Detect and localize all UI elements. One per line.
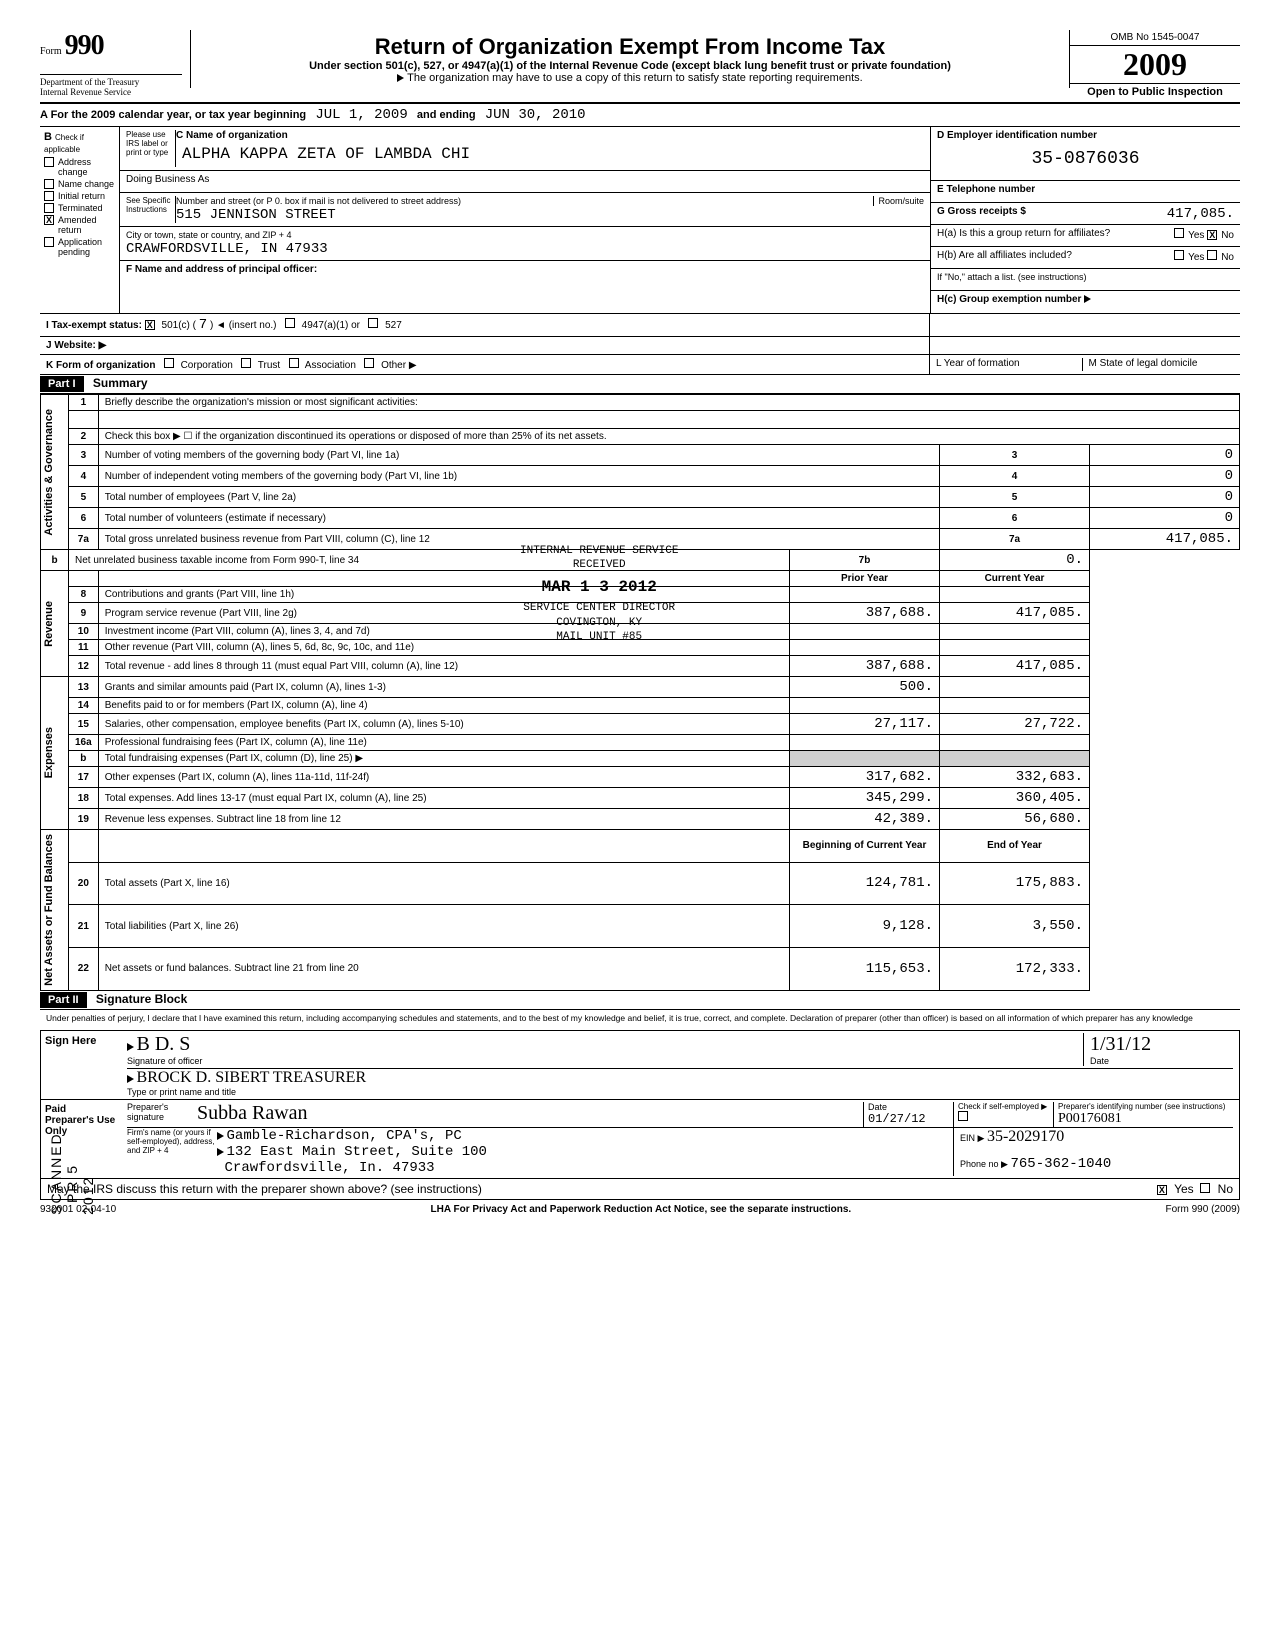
discuss-row: May the IRS discuss this return with the… (41, 1179, 1239, 1199)
dba-row: Doing Business As (120, 171, 930, 193)
summary-row-13: Expenses13Grants and similar amounts pai… (41, 677, 1240, 698)
part-i-header: Part I Summary (40, 375, 1240, 394)
row-a-tax-year: A For the 2009 calendar year, or tax yea… (40, 104, 1240, 127)
form-number: 990 (65, 30, 104, 61)
please-label: Please use IRS label or print or type (126, 130, 176, 167)
officer-row: F Name and address of principal officer: (120, 261, 930, 301)
summary-row-22: 22Net assets or fund balances. Subtract … (41, 948, 1240, 991)
subtitle: Under section 501(c), 527, or 4947(a)(1)… (201, 60, 1059, 72)
hb-row: H(b) Are all affiliates included? Yes No (931, 247, 1240, 269)
checkbox-application-pending[interactable]: Application pending (44, 237, 115, 257)
summary-row-18: 18Total expenses. Add lines 13-17 (must … (41, 788, 1240, 809)
form-header: Form 990 Department of the Treasury Inte… (40, 30, 1240, 104)
sign-here-label: Sign Here (41, 1031, 121, 1099)
form-prefix: Form (40, 46, 62, 57)
prep-sig-label: Preparer's signature (127, 1102, 197, 1127)
summary-row-4: 4Number of independent voting members of… (41, 466, 1240, 487)
street-row: See Specific Instructions Number and str… (120, 193, 930, 227)
summary-row-12: 12Total revenue - add lines 8 through 11… (41, 656, 1240, 677)
officer-signature[interactable]: B D. S Signature of officer (127, 1033, 1083, 1066)
preparer-signature[interactable]: Subba Rawan (197, 1102, 863, 1127)
self-employed: Check if self-employed ▶ (953, 1102, 1053, 1127)
part-ii-header: Part II Signature Block (40, 991, 1240, 1010)
main-title: Return of Organization Exempt From Incom… (201, 34, 1059, 60)
city-row: City or town, state or country, and ZIP … (120, 227, 930, 261)
checkbox-terminated[interactable]: Terminated (44, 203, 115, 213)
summary-row-6: 6Total number of volunteers (estimate if… (41, 508, 1240, 529)
summary-table: Activities & Governance1Briefly describe… (40, 394, 1240, 991)
h-note: If "No," attach a list. (see instruction… (931, 269, 1240, 291)
summary-row-b: bTotal fundraising expenses (Part IX, co… (41, 751, 1240, 767)
summary-row-16a: 16aProfessional fundraising fees (Part I… (41, 735, 1240, 751)
ha-row: H(a) Is this a group return for affiliat… (931, 225, 1240, 247)
prep-date: Date01/27/12 (863, 1102, 953, 1127)
omb-number: OMB No 1545-0047 (1070, 30, 1240, 46)
open-inspection: Open to Public Inspection (1070, 83, 1240, 98)
dept-treasury: Department of the Treasury (40, 74, 182, 87)
section-bcd: B Check if applicable Address changeName… (40, 127, 1240, 314)
ptin: Preparer's identifying number (see instr… (1053, 1102, 1233, 1127)
scanned-stamp: SCANNED PR 5 2012 (48, 1130, 96, 1215)
summary-row-14: 14Benefits paid to or for members (Part … (41, 698, 1240, 714)
summary-row-17: 17Other expenses (Part IX, column (A), l… (41, 767, 1240, 788)
checkbox-amended-return[interactable]: XAmended return (44, 215, 115, 235)
irs-received-stamp: INTERNAL REVENUE SERVICE RECEIVED MAR 1 … (520, 544, 678, 644)
summary-row-5: 5Total number of employees (Part V, line… (41, 487, 1240, 508)
summary-row-15: 15Salaries, other compensation, employee… (41, 714, 1240, 735)
checkbox-name-change[interactable]: Name change (44, 179, 115, 189)
summary-row-2: 2Check this box ▶ ☐ if the organization … (41, 429, 1240, 445)
summary-row-1: Activities & Governance1Briefly describe… (41, 395, 1240, 411)
tax-year: 2009 (1070, 46, 1240, 83)
row-i: I Tax-exempt status: X 501(c) ( 7 ) ◄ (i… (40, 314, 1240, 337)
phone-row: E Telephone number (931, 181, 1240, 203)
hc-row: H(c) Group exemption number (931, 291, 1240, 313)
firm-ein-phone: EIN ▶ 35-2029170 Phone no ▶ 765-362-1040 (953, 1128, 1233, 1176)
checkbox-initial-return[interactable]: Initial return (44, 191, 115, 201)
perjury-statement: Under penalties of perjury, I declare th… (40, 1010, 1240, 1026)
row-j: J Website: ▶ (40, 337, 1240, 355)
name-title: BROCK D. SIBERT TREASURER Type or print … (127, 1069, 1233, 1097)
signature-block: Sign Here B D. S Signature of officer 1/… (40, 1030, 1240, 1200)
summary-row-3: 3Number of voting members of the governi… (41, 445, 1240, 466)
footer-right: Form 990 (2009) (1166, 1204, 1240, 1215)
footer-mid: LHA For Privacy Act and Paperwork Reduct… (431, 1204, 852, 1215)
gross-row: G Gross receipts $ 417,085. (931, 203, 1240, 225)
org-name: ALPHA KAPPA ZETA OF LAMBDA CHI (176, 141, 924, 167)
firm-info: Gamble-Richardson, CPA's, PC 132 East Ma… (217, 1128, 953, 1176)
checkbox-address-change[interactable]: Address change (44, 157, 115, 177)
sig-date: 1/31/12 Date (1083, 1033, 1233, 1066)
summary-row-19: 19Revenue less expenses. Subtract line 1… (41, 809, 1240, 830)
summary-row-21: 21Total liabilities (Part X, line 26)9,1… (41, 905, 1240, 948)
summary-row-20: 20Total assets (Part X, line 16)124,781.… (41, 862, 1240, 905)
ein-row: D Employer identification number 35-0876… (931, 127, 1240, 181)
dept-irs: Internal Revenue Service (40, 87, 182, 97)
firm-label: Firm's name (or yours if self-employed),… (127, 1128, 217, 1176)
page-footer: 932001 02-04-10 LHA For Privacy Act and … (40, 1200, 1240, 1215)
row-k: K Form of organization Corporation Trust… (40, 355, 1240, 375)
col-b-checkboxes: B Check if applicable Address changeName… (40, 127, 120, 313)
header-note: The organization may have to use a copy … (201, 72, 1059, 84)
name-label: C Name of organization (176, 130, 924, 141)
